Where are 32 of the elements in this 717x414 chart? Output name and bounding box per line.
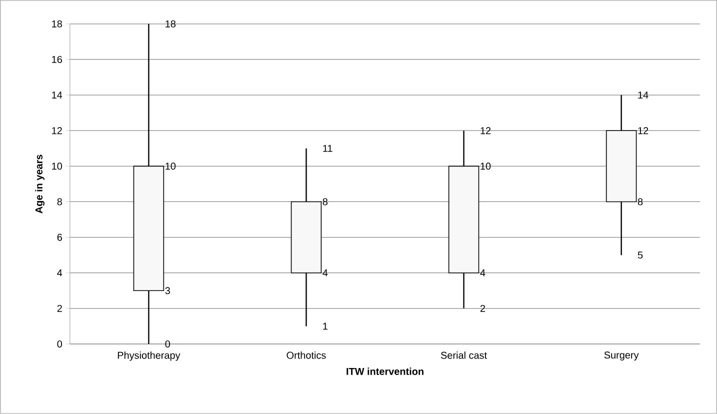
annotation: 4	[480, 269, 486, 276]
annotation: 10	[480, 162, 491, 170]
y-tick-label: 16	[52, 56, 62, 64]
y-tick-label: 12	[52, 127, 62, 134]
y-tick-label: 4	[57, 269, 62, 276]
y-tick-label: 0	[57, 340, 62, 348]
y-axis-title: Age in years	[35, 154, 44, 214]
x-tick-label: Serial cast	[440, 352, 487, 359]
y-tick-label: 6	[57, 234, 62, 241]
annotation: 0	[165, 340, 170, 348]
y-tick-label: 2	[57, 304, 62, 312]
annotation: 2	[480, 304, 485, 312]
annotation: 4	[322, 269, 328, 276]
y-tick-label: 10	[52, 162, 62, 170]
x-tick-label: Physiotherapy	[118, 352, 180, 361]
annotation: 8	[638, 198, 643, 206]
annotation: 10	[166, 162, 176, 170]
x-tick-label: Surgery	[604, 352, 639, 361]
x-axis-title: ITW intervention	[346, 368, 424, 376]
annotation: 14	[638, 92, 648, 99]
y-tick-label: 18	[52, 20, 62, 28]
annotation: 1	[323, 322, 328, 330]
annotation: 11	[323, 144, 332, 152]
x-tick-label: Orthotics	[286, 352, 326, 359]
y-tick-label: 14	[52, 92, 62, 99]
annotation: 12	[638, 127, 648, 134]
annotation: 3	[165, 287, 170, 294]
annotation: 5	[638, 252, 643, 259]
annotation: 12	[480, 127, 491, 134]
annotation: 8	[322, 198, 328, 206]
annotation: 18	[166, 20, 176, 28]
y-tick-label: 8	[57, 198, 62, 206]
